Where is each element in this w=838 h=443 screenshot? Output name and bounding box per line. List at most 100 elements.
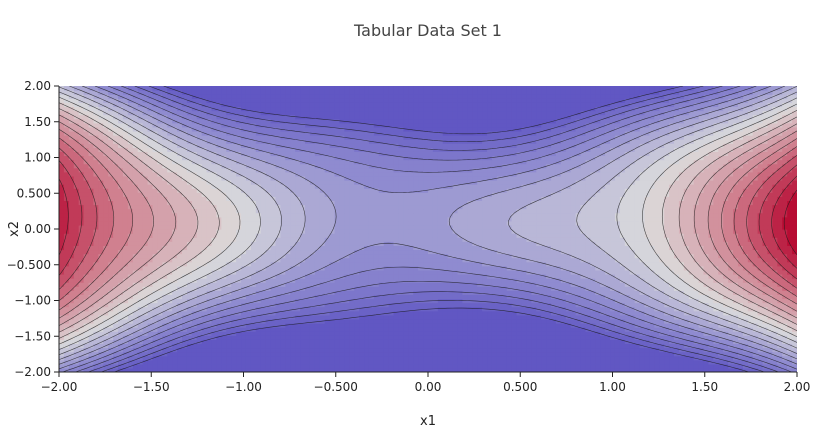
contour-cell <box>270 273 277 279</box>
contour-cell <box>482 298 488 304</box>
contour-cell <box>378 261 385 267</box>
contour-cell <box>211 347 218 353</box>
contour-cell <box>339 294 345 300</box>
contour-cell <box>309 359 316 365</box>
contour-cell <box>723 282 729 287</box>
contour-cell <box>172 314 178 320</box>
contour-cell <box>122 253 129 259</box>
contour-cell <box>511 318 518 324</box>
contour-cell <box>270 245 277 251</box>
contour-cell <box>191 363 198 369</box>
contour-cell <box>447 331 454 336</box>
contour-cell <box>378 257 385 263</box>
contour-cell <box>378 302 385 308</box>
contour-cell <box>290 359 296 365</box>
contour-cell <box>462 322 468 328</box>
contour-cell <box>659 355 665 361</box>
contour-cell <box>457 306 464 312</box>
contour-cell <box>580 282 587 287</box>
contour-cell <box>83 273 90 279</box>
contour-cell <box>373 355 380 361</box>
contour-cell <box>68 322 75 328</box>
contour-cell <box>674 294 680 300</box>
contour-cell <box>413 363 419 369</box>
contour-cell <box>511 261 518 267</box>
contour-cell <box>186 347 193 353</box>
contour-cell <box>723 367 729 372</box>
contour-cell <box>511 322 518 328</box>
contour-cell <box>447 302 454 308</box>
contour-cell <box>182 306 188 312</box>
contour-cell <box>255 322 262 328</box>
contour-cell <box>767 306 773 312</box>
contour-cell <box>516 318 523 324</box>
contour-cell <box>418 241 424 246</box>
contour-cell <box>93 310 99 316</box>
contour-cell <box>728 306 734 312</box>
contour-cell <box>792 331 797 336</box>
contour-cell <box>142 249 149 255</box>
contour-cell <box>654 335 660 340</box>
contour-cell <box>309 273 316 279</box>
contour-cell <box>319 253 326 259</box>
contour-cell <box>300 298 306 304</box>
contour-cell <box>693 237 700 242</box>
contour-cell <box>472 257 478 263</box>
contour-cell <box>669 241 675 246</box>
contour-cell <box>580 367 587 372</box>
contour-cell <box>432 339 439 344</box>
contour-cell <box>511 249 518 255</box>
contour-cell <box>757 331 764 336</box>
contour-cell <box>683 290 690 295</box>
contour-cell <box>383 339 390 344</box>
contour-cell <box>437 355 444 361</box>
contour-cell <box>113 257 119 263</box>
contour-cell <box>103 322 109 328</box>
contour-cell <box>250 310 257 316</box>
contour-cell <box>177 335 183 340</box>
contour-cell <box>787 306 793 312</box>
contour-cell <box>290 343 296 349</box>
contour-cell <box>142 286 149 291</box>
contour-cell <box>368 355 375 361</box>
contour-cell <box>324 286 331 291</box>
contour-cell <box>152 245 158 251</box>
contour-cell <box>693 347 700 353</box>
contour-cell <box>132 351 139 357</box>
contour-cell <box>511 282 518 287</box>
contour-cell <box>452 367 459 372</box>
contour-cell <box>206 249 213 255</box>
contour-cell <box>496 257 503 263</box>
contour-cell <box>309 343 316 349</box>
contour-cell <box>226 343 232 349</box>
contour-cell <box>629 257 636 263</box>
contour-cell <box>147 363 154 369</box>
contour-cell <box>83 339 90 344</box>
contour-cell <box>255 282 262 287</box>
contour-cell <box>354 310 360 316</box>
contour-cell <box>752 298 759 304</box>
contour-cell <box>236 302 242 308</box>
contour-cell <box>664 314 670 320</box>
contour-cell <box>236 367 242 372</box>
contour-cell <box>501 286 508 291</box>
contour-cell <box>152 306 158 312</box>
contour-cell <box>467 265 473 271</box>
contour-cell <box>723 253 729 259</box>
contour-cell <box>118 318 124 324</box>
contour-cell <box>585 265 591 271</box>
contour-cell <box>349 245 355 251</box>
contour-cell <box>172 245 178 251</box>
contour-cell <box>329 261 336 267</box>
contour-cell <box>280 298 286 304</box>
contour-cell <box>413 347 419 353</box>
contour-cell <box>78 359 85 365</box>
contour-cell <box>241 314 247 320</box>
contour-cell <box>428 294 434 300</box>
contour-cell <box>359 363 365 369</box>
contour-cell <box>182 322 188 328</box>
contour-cell <box>172 302 178 308</box>
contour-cell <box>526 322 532 328</box>
contour-cell <box>88 233 95 238</box>
contour-cell <box>182 355 188 361</box>
